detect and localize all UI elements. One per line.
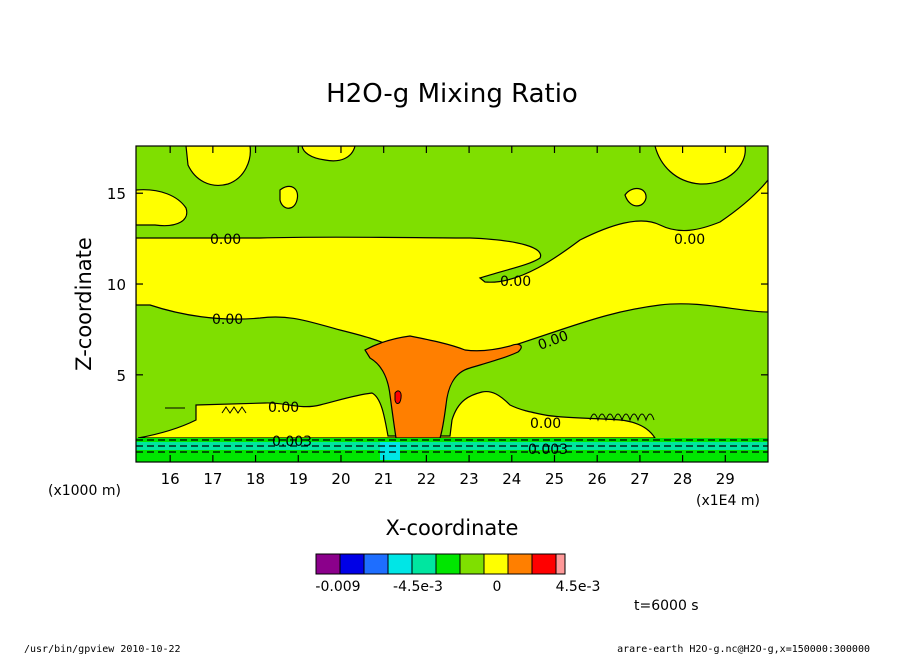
x-tick-label: 24 xyxy=(502,470,521,488)
x-tick-label: 19 xyxy=(289,470,308,488)
y-tick-label: 10 xyxy=(107,276,126,294)
x-tick-label: 28 xyxy=(673,470,692,488)
field-yellow-lower xyxy=(137,390,657,439)
colorbar-label: -4.5e-3 xyxy=(393,579,443,595)
x-tick-label: 27 xyxy=(630,470,649,488)
contour-label: 0.003 xyxy=(528,442,568,458)
contour-label: 0.00 xyxy=(210,232,241,248)
field-yellow-top2 xyxy=(301,146,356,162)
field-cyan-patch xyxy=(380,442,400,460)
colorbar-swatch xyxy=(387,553,413,575)
x-tick-label: 23 xyxy=(460,470,479,488)
plot-frame xyxy=(135,145,769,463)
colorbar-swatch xyxy=(507,553,533,575)
field-orange-plume xyxy=(364,335,522,439)
colorbar-swatch xyxy=(315,553,341,575)
contour-label: 0.00 xyxy=(500,274,531,290)
field-yellow-top1 xyxy=(185,146,251,186)
x-unit-right: (x1E4 m) xyxy=(696,493,760,509)
field-yellow-top4 xyxy=(654,146,746,185)
colorbar-swatch xyxy=(363,553,389,575)
contour-label: 0.00 xyxy=(530,416,561,432)
x-axis: 16 17 18 19 20 21 22 23 24 25 26 27 28 29 xyxy=(161,146,735,488)
colorbar-label: 0 xyxy=(493,579,502,595)
y-axis: 5 10 15 xyxy=(107,185,768,385)
colorbar-swatch xyxy=(531,553,557,575)
x-tick-label: 16 xyxy=(161,470,180,488)
contour-label: 0.00 xyxy=(268,400,299,416)
contour-dashed xyxy=(136,439,768,453)
field-yellow-leftlobe xyxy=(136,189,188,227)
x-tick-label: 25 xyxy=(545,470,564,488)
y-tick-label: 15 xyxy=(107,185,126,203)
colorbar-swatch xyxy=(555,553,566,575)
time-label: t=6000 s xyxy=(634,598,699,614)
y-axis-label: Z-coordinate xyxy=(72,237,96,371)
contour-label: 0.00 xyxy=(212,312,243,328)
x-tick-label: 22 xyxy=(417,470,436,488)
footer-left: /usr/bin/gpview 2010-10-22 xyxy=(24,644,181,654)
x-axis-label: X-coordinate xyxy=(386,516,519,540)
colorbar-label: -0.009 xyxy=(315,579,360,595)
footer-right: arare-earth_H2O-g.nc@H2O-g,x=150000:3000… xyxy=(617,644,870,654)
colorbar: -0.009 -4.5e-3 0 4.5e-3 xyxy=(315,553,601,595)
field-red-core xyxy=(394,390,402,404)
field-yellow-top5 xyxy=(624,188,647,207)
x-unit-left: (x1000 m) xyxy=(48,483,121,499)
colorbar-swatch xyxy=(435,553,461,575)
contour-label: 0.003 xyxy=(272,434,312,450)
colorbar-label: 4.5e-3 xyxy=(556,579,601,595)
contour-label: 0.00 xyxy=(674,232,705,248)
chart-title: H2O-g Mixing Ratio xyxy=(326,79,578,109)
x-tick-label: 21 xyxy=(374,470,393,488)
plot-area xyxy=(135,145,769,463)
colorbar-swatch xyxy=(483,553,509,575)
contour-wiggles xyxy=(165,406,655,422)
colorbar-swatch xyxy=(339,553,365,575)
x-tick-label: 29 xyxy=(716,470,735,488)
colorbar-swatch xyxy=(411,553,437,575)
field-teal-layer xyxy=(136,442,768,450)
x-tick-label: 26 xyxy=(588,470,607,488)
x-tick-label: 17 xyxy=(203,470,222,488)
colorbar-swatch xyxy=(459,553,485,575)
x-tick-label: 20 xyxy=(331,470,350,488)
x-tick-label: 18 xyxy=(246,470,265,488)
field-yellow-top3 xyxy=(279,185,299,209)
y-tick-label: 5 xyxy=(116,367,126,385)
